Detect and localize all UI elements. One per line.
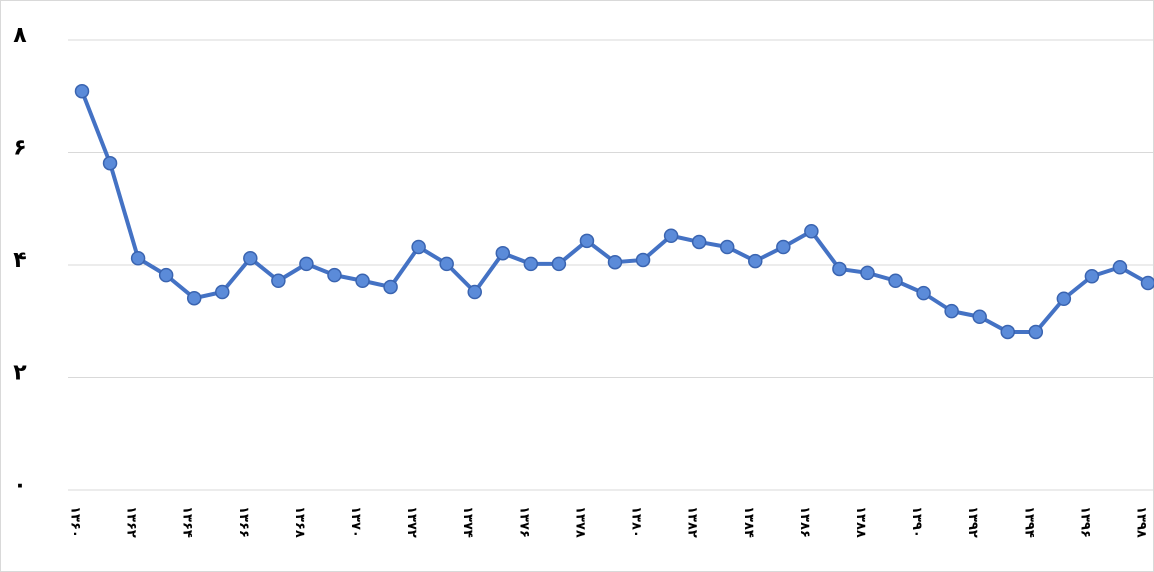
data-point [524,257,537,270]
x-tick-label: ۱۳۷۸ [572,506,587,538]
y-tick-label: ۸ [13,23,27,48]
x-tick-label: ۱۳۹۲ [965,506,980,538]
x-tick-label: ۱۳۸۰ [629,506,644,538]
x-tick-label: ۱۳۹۶ [1077,506,1092,538]
data-point [721,241,734,254]
data-point [412,241,425,254]
x-tick-label: ۱۳۶۶ [236,506,251,538]
data-point [805,225,818,238]
data-point [861,266,874,279]
y-tick-label: ۴ [13,248,26,273]
data-point [945,305,958,318]
data-point [1001,325,1014,338]
data-point [637,253,650,266]
data-point [160,269,173,282]
data-point [609,256,622,269]
y-tick-label: ۰ [13,473,26,498]
data-point [216,286,229,299]
data-point [665,229,678,242]
chart-border [1,1,1154,572]
data-point [300,257,313,270]
data-point [384,280,397,293]
x-tick-label: ۱۳۸۲ [685,506,700,538]
data-point [973,310,986,323]
x-tick-label: ۱۳۷۲ [404,506,419,538]
data-point [1113,261,1126,274]
data-point [76,85,89,98]
x-tick-label: ۱۳۸۸ [853,506,868,538]
data-point [244,252,257,265]
data-point [104,157,117,170]
data-point [272,274,285,287]
data-point [468,286,481,299]
data-point [580,234,593,247]
data-point [328,269,341,282]
data-point [833,262,846,275]
data-point [777,241,790,254]
x-tick-label: ۱۳۸۴ [741,506,756,538]
x-tick-label: ۱۳۷۴ [460,506,475,538]
x-tick-label: ۱۳۶۲ [124,506,139,538]
data-point [693,235,706,248]
x-tick-label: ۱۳۸۶ [797,506,812,538]
data-point [440,257,453,270]
x-tick-label: ۱۳۶۴ [180,506,195,538]
data-point [749,255,762,268]
x-tick-label: ۱۳۹۴ [1021,506,1036,538]
x-tick-label: ۱۳۷۰ [348,506,363,538]
data-point [552,257,565,270]
x-tick-label: ۱۳۶۰ [68,506,83,538]
x-tick-label: ۱۳۹۸ [1134,506,1149,538]
data-point [889,274,902,287]
data-point [496,247,509,260]
data-point [1142,277,1154,290]
data-point [1085,270,1098,283]
x-tick-label: ۱۳۹۰ [909,506,924,538]
x-tick-label: ۱۳۷۶ [516,506,531,538]
chart: ۰ ۲ ۴ ۶ ۸ ۱۳۶۰ ۱۳۶۲ ۱۳۶۴ ۱۳۶۶ ۱۳۶۸ ۱۳۷۰ ۱۳۷۲ ۱۳۷۴ ۱۳۷… [0,0,1154,572]
x-tick-label: ۱۳۶۸ [292,506,307,538]
data-point [188,292,201,305]
y-tick-label: ۲ [13,361,27,386]
data-point [356,274,369,287]
y-tick-label: ۶ [13,136,26,161]
data-point [1057,292,1070,305]
data-point [917,287,930,300]
data-point [132,252,145,265]
data-point [1029,325,1042,338]
